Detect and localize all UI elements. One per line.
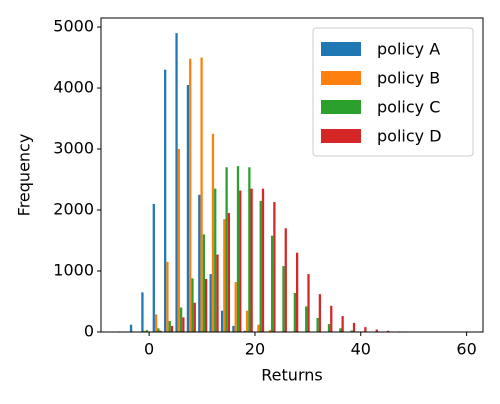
legend-swatch — [321, 129, 361, 143]
bar — [353, 323, 355, 332]
bar — [235, 282, 237, 332]
x-tick-label: 0 — [144, 340, 154, 359]
bar — [214, 189, 216, 332]
bar — [282, 266, 284, 332]
bar — [203, 234, 205, 332]
bar — [221, 311, 223, 332]
legend-label: policy C — [377, 98, 440, 117]
bar — [166, 262, 168, 332]
bar — [250, 189, 252, 332]
bar — [319, 294, 321, 332]
bar — [364, 327, 366, 332]
y-tick-label: 5000 — [53, 17, 94, 36]
bar — [246, 311, 248, 332]
bar — [339, 328, 341, 332]
bar — [155, 314, 157, 332]
y-tick-label: 1000 — [53, 261, 94, 280]
bar — [178, 149, 180, 332]
y-axis-label: Frequency — [15, 134, 34, 217]
bar — [164, 70, 166, 332]
bar — [223, 219, 225, 332]
bar — [328, 324, 330, 332]
bar — [169, 321, 171, 332]
legend-swatch — [321, 71, 361, 85]
bar — [305, 306, 307, 332]
x-axis-label: Returns — [261, 366, 322, 385]
bar — [189, 59, 191, 332]
bar — [330, 306, 332, 332]
bar — [271, 236, 273, 332]
x-tick-label: 60 — [456, 340, 476, 359]
bar — [212, 134, 214, 332]
bar — [194, 303, 196, 332]
bar — [175, 33, 177, 332]
y-tick-label: 2000 — [53, 200, 94, 219]
bar — [228, 213, 230, 332]
bar — [153, 204, 155, 332]
y-tick-label: 3000 — [53, 139, 94, 158]
bar — [198, 195, 200, 332]
bar — [200, 58, 202, 332]
legend-label: policy A — [377, 40, 440, 59]
bar — [157, 328, 159, 332]
bar — [187, 85, 189, 332]
bar — [171, 326, 173, 332]
bar — [141, 292, 143, 332]
y-tick-label: 4000 — [53, 78, 94, 97]
bar — [296, 253, 298, 332]
bar — [180, 308, 182, 332]
legend-label: policy B — [377, 69, 440, 88]
bar — [316, 318, 318, 332]
bar — [294, 293, 296, 332]
bar — [205, 279, 207, 332]
bar — [341, 316, 343, 332]
bar — [237, 166, 239, 332]
bar — [232, 326, 234, 332]
bar — [210, 274, 212, 332]
bar — [216, 255, 218, 332]
bar — [273, 202, 275, 332]
bar — [285, 228, 287, 332]
x-tick-label: 20 — [245, 340, 265, 359]
bar — [248, 167, 250, 332]
bar — [307, 274, 309, 332]
legend-label: policy D — [377, 127, 442, 146]
legend-swatch — [321, 100, 361, 114]
x-tick-label: 40 — [351, 340, 371, 359]
bar — [191, 278, 193, 332]
bar — [239, 190, 241, 332]
bar — [257, 325, 259, 332]
bar — [262, 189, 264, 332]
bar — [225, 167, 227, 332]
legend-swatch — [321, 42, 361, 56]
bar — [130, 325, 132, 332]
y-tick-label: 0 — [84, 322, 94, 341]
bar — [182, 317, 184, 332]
bar — [260, 201, 262, 332]
